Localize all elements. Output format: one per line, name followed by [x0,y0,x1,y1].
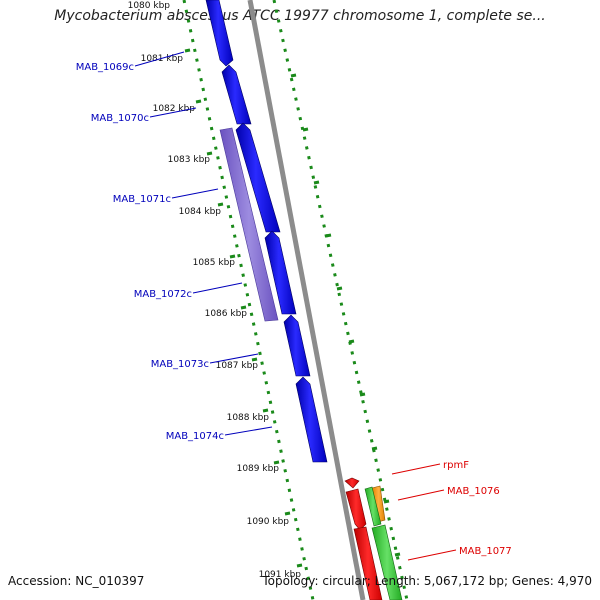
gene-red-2 [353,526,383,600]
gene-rpmf [344,477,360,489]
tick-label: 1087 kbp [216,361,259,371]
gene-red-1 [345,488,367,531]
gene-labels-right[interactable]: rpmF MAB_1076 MAB_1077 [391,460,512,561]
tick-marks-right [290,73,401,557]
tick-label: 1086 kbp [205,309,248,319]
tick-label: 1085 kbp [193,258,236,268]
gene-green-1 [364,486,382,527]
tick-label: 1082 kbp [153,104,196,114]
backbone-line [247,0,366,600]
tick-label: 1084 kbp [179,207,222,217]
gene-label-mab-1070c: MAB_1070c [91,113,149,124]
tick-label: 1091 kbp [259,570,302,580]
tick-label: 1090 kbp [247,517,290,527]
gene-purple-block[interactable] [219,127,279,322]
accession-text: Accession: NC_010397 [8,574,145,588]
tick-label: 1081 kbp [141,54,184,64]
tick-label: 1089 kbp [237,464,280,474]
gene-mab-1070c [221,64,252,125]
right-guide-line [272,0,409,600]
tick-label: 1083 kbp [168,155,211,165]
gene-label-mab-1073c: MAB_1073c [151,359,209,370]
gene-label-mab-1071c: MAB_1071c [113,194,171,205]
gene-blocks-blue[interactable] [205,0,328,463]
gene-blocks-right[interactable] [344,477,403,600]
gene-mab-1069c [205,0,234,67]
tick-label: 1080 kbp [128,1,171,11]
topology-summary: Topology: circular; Length: 5,067,172 bp… [262,574,592,588]
gene-mab-1071c [235,122,281,233]
gene-mab-1077 [371,524,403,600]
gene-label-mab-1076: MAB_1076 [447,486,500,497]
gene-mab-1074c [295,376,328,463]
left-guide-line [182,0,315,600]
tick-label: 1088 kbp [227,413,270,423]
tick-marks-left [184,48,303,568]
gene-label-mab-1074c: MAB_1074c [166,431,224,442]
gene-label-mab-1069c: MAB_1069c [76,62,134,73]
gene-mab-1073c [283,314,311,377]
gene-label-mab-1077: MAB_1077 [459,546,512,557]
gene-label-rpmf: rpmF [443,460,469,471]
gene-label-mab-1072c: MAB_1072c [134,289,192,300]
map-title: Mycobacterium abscessus ATCC 19977 chrom… [54,8,546,24]
tick-labels: 1080 kbp 1081 kbp 1082 kbp 1083 kbp 1084… [128,1,302,580]
gene-mab-1072c [264,230,297,315]
gene-labels-left[interactable]: MAB_1069c MAB_1070c MAB_1071c MAB_1072c … [76,51,273,442]
